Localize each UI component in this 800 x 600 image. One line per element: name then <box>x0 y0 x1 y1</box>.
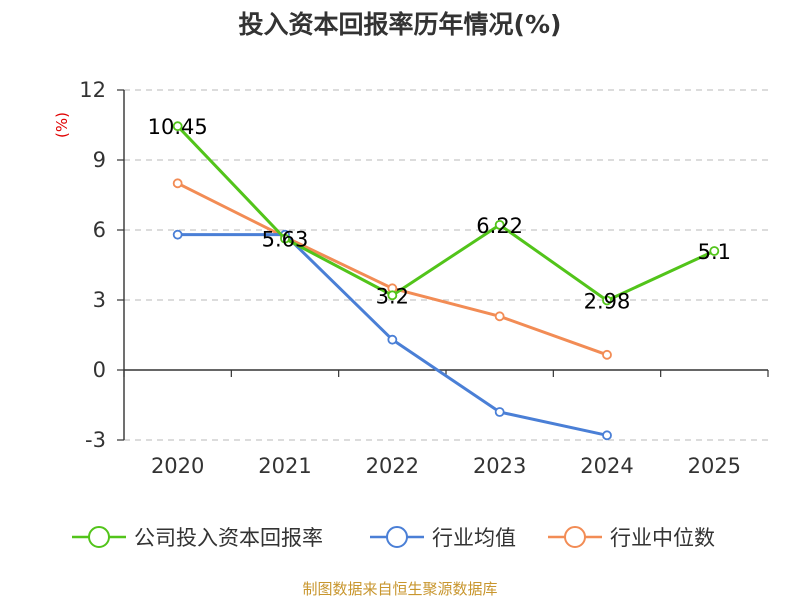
series-2 <box>172 178 612 360</box>
series-2-point-2023 <box>494 311 505 322</box>
legend-marker-0 <box>88 526 110 548</box>
axes: 12 9 6 3 0 -3 2020 2021 2022 2023 2024 2025 <box>79 78 769 478</box>
y-tick-label-0: 12 <box>79 78 106 102</box>
y-tick-label-3: 3 <box>93 288 106 312</box>
legend-item-0: 公司投入资本回报率 <box>72 526 323 550</box>
x-tick-label-2024: 2024 <box>580 454 633 478</box>
x-tick-label-2020: 2020 <box>151 454 204 478</box>
series-0-point-2024 <box>602 295 612 306</box>
source-note: 制图数据来自恒生聚源数据库 <box>302 580 497 598</box>
series-0-point-2022 <box>387 290 398 301</box>
series-0-point-2023 <box>494 219 505 230</box>
series-1-point-2023 <box>494 407 505 417</box>
legend-marker-1 <box>386 526 408 548</box>
y-tick-label-2: 6 <box>93 218 106 242</box>
series-2-point-2024 <box>602 349 612 360</box>
data-labels: 10.45 5.63 3.2 6.22 2.98 5.1 <box>148 115 731 313</box>
series-1-point-2022 <box>387 334 398 345</box>
legend-label-1: 行业均值 <box>432 526 516 550</box>
legend-item-2: 行业中位数 <box>548 526 715 550</box>
y-tick-label-4: 0 <box>93 358 106 382</box>
legend-marker-2 <box>564 526 586 548</box>
data-label-2024: 2.98 <box>584 289 631 313</box>
data-label-2022: 3.2 <box>376 284 409 308</box>
legend: 公司投入资本回报率 行业均值 行业中位数 <box>72 526 715 550</box>
data-label-2025: 5.1 <box>698 240 731 264</box>
x-tick-label-2023: 2023 <box>473 454 526 478</box>
series-0-point-2021 <box>280 233 290 244</box>
y-tick-label-5: -3 <box>85 428 106 452</box>
x-tick-label-2025: 2025 <box>688 454 741 478</box>
series-line-0 <box>176 124 716 302</box>
series-0-point-2020 <box>172 121 183 132</box>
legend-label-0: 公司投入资本回报率 <box>134 526 323 550</box>
series-0-point-2025 <box>709 246 720 256</box>
chart-title: 投入资本回报率历年情况(%) <box>239 10 562 39</box>
data-label-2020: 10.45 <box>148 115 208 139</box>
series-2-point-2020 <box>172 178 183 189</box>
gridlines <box>124 89 768 441</box>
legend-label-2: 行业中位数 <box>610 526 715 550</box>
x-tick-label-2022: 2022 <box>366 454 419 478</box>
legend-item-1: 行业均值 <box>370 526 516 550</box>
data-label-2021: 5.63 <box>262 228 309 252</box>
series-0 <box>172 121 720 306</box>
x-tick-label-2021: 2021 <box>258 454 311 478</box>
series-1-point-2024 <box>602 430 612 441</box>
series-line-2 <box>176 181 609 357</box>
series-group <box>172 121 720 441</box>
series-1-point-2020 <box>172 229 183 240</box>
y-axis-unit-label: (%) <box>53 112 71 138</box>
data-label-2023: 6.22 <box>476 214 523 238</box>
y-tick-label-1: 9 <box>93 148 106 172</box>
series-1 <box>172 229 612 441</box>
